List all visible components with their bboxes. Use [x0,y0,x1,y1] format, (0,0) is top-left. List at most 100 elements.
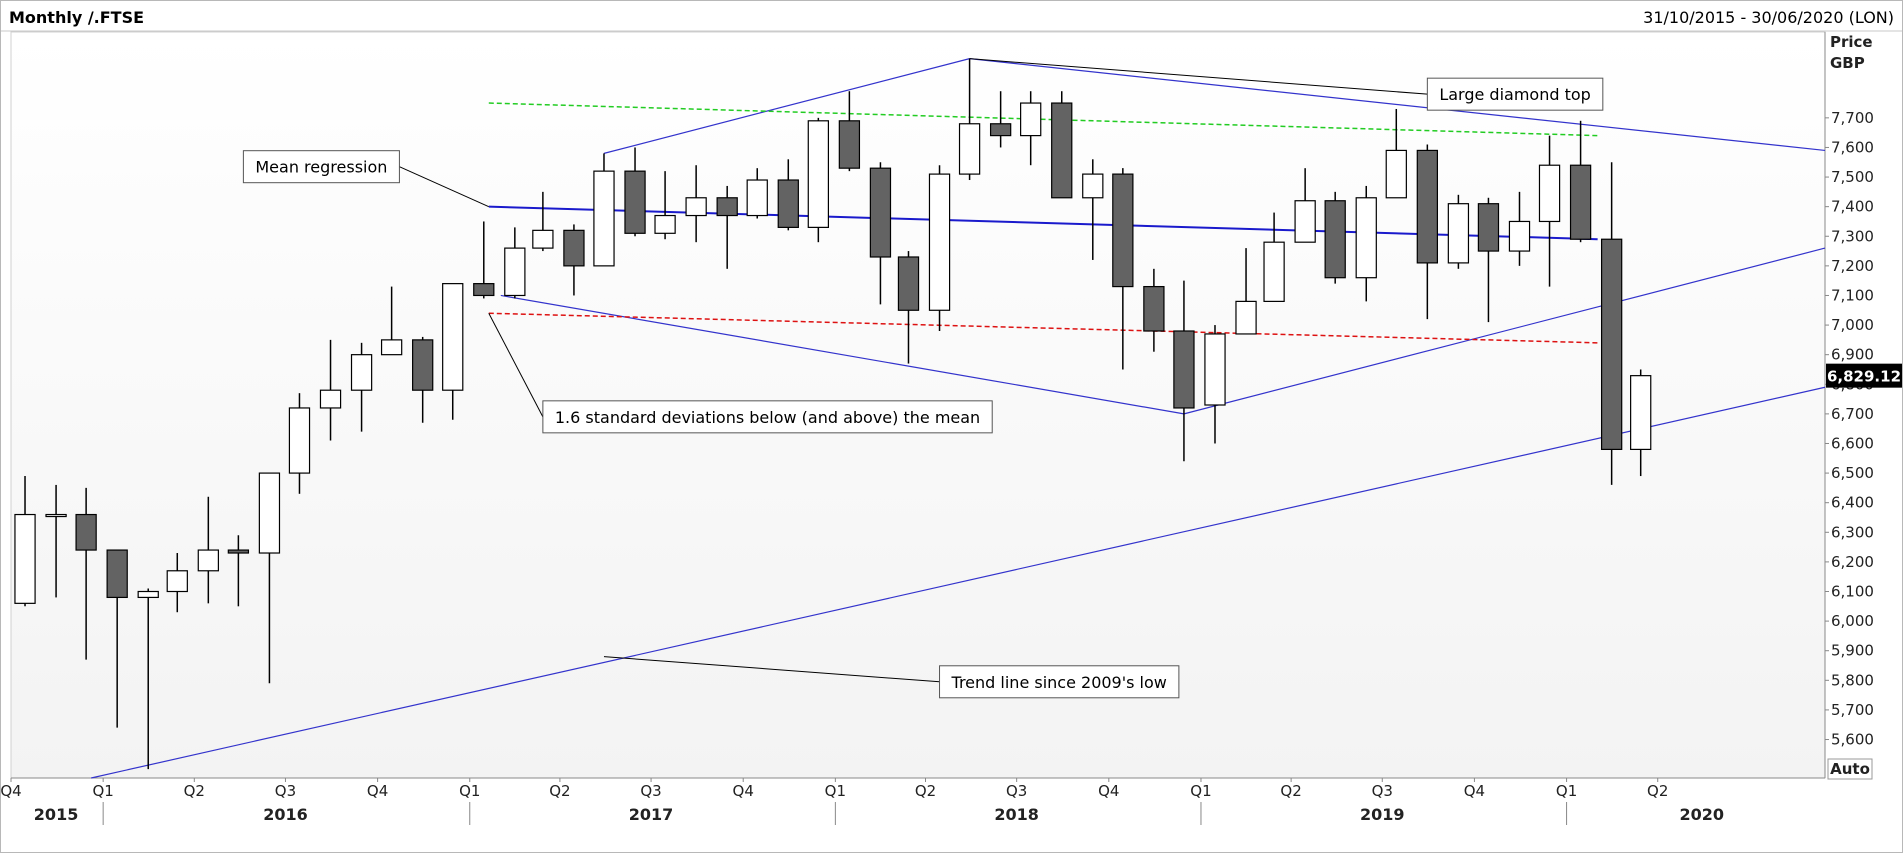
quarter-tick-label: Q4 [1098,782,1119,800]
price-tick-label: 7,300 [1831,227,1874,245]
candle-body [258,472,281,554]
candle [504,227,526,299]
candle [227,535,250,607]
annotations: Mean regression 1.6 standard deviations b… [242,58,1604,699]
quarter-tick-label: Q3 [1006,782,1027,800]
candle-body [807,120,829,228]
candle-body [1477,203,1500,252]
candle [1385,108,1407,199]
candle-body [412,339,434,391]
price-tick-label: 6,000 [1831,612,1874,630]
annotation-box [939,665,1180,699]
candle [1508,191,1531,266]
candle [807,117,829,243]
candle [1600,162,1623,485]
candle-body [958,123,981,175]
quarter-tick-label: Q1 [1190,782,1211,800]
candle [624,147,646,237]
candle-body [288,407,311,474]
candle-body [1143,285,1165,332]
candle [1020,91,1042,166]
candle [1477,197,1500,323]
price-tick-label: 6,100 [1831,583,1874,601]
candle-body [838,120,861,169]
candle [532,191,554,252]
annotation-box [542,400,993,434]
candle [716,185,738,269]
candle [1173,280,1195,462]
price-axis-title: Price [1830,33,1873,51]
candle-body [442,283,464,391]
price-tick-label: 6,300 [1831,523,1874,541]
price-axis-ticks: 5,600 5,700 5,800 5,900 6,000 6,100 6,200 6,300… [1825,109,1874,749]
quarter-tick-label: Q2 [915,782,936,800]
candle [197,496,219,604]
candle-body [473,283,495,297]
candle [258,472,281,684]
price-tick-label: 7,400 [1831,198,1874,216]
auto-scale-button[interactable] [1827,758,1873,780]
candle [928,165,951,331]
lower-std-dev-line [488,312,1598,344]
annotation-text: 1.6 standard deviations below (and above… [555,408,980,427]
last-price-tag: 6,829.12 [1826,363,1902,388]
candle-body [1082,173,1104,199]
quarter-tick-label: Q2 [1280,782,1301,800]
price-tick-label: 6,600 [1831,434,1874,452]
quarter-tick-label: Q1 [825,782,846,800]
price-tick-label: 6,700 [1831,405,1874,423]
candle-body [350,354,373,391]
annotation-leader [488,312,544,418]
annotation-text: Trend line since 2009's low [951,673,1167,692]
candle [350,342,373,432]
candle-body [14,513,36,604]
candle [288,393,311,494]
candle [685,165,707,243]
annotation-box [242,150,400,184]
candle-body [746,179,768,217]
candle [1569,120,1592,243]
candle [563,224,585,296]
quarter-tick-label: Q4 [733,782,754,800]
annotation-text: Mean regression [255,158,387,177]
quarter-tick-label: Q4 [1,782,22,800]
price-tick-label: 5,700 [1831,701,1874,719]
price-tick-label: 7,000 [1831,316,1874,334]
diamond-lower-right [1183,247,1826,415]
candle-body [1173,330,1195,409]
candle-body [1508,220,1531,252]
trend-line-2009 [91,386,1826,779]
candle-body [106,549,128,599]
candle-body [1538,164,1561,223]
candle-body [1020,102,1042,137]
candle-body [45,513,67,518]
candle [746,168,768,219]
header-bar [1,1,1902,31]
diamond-lower-left [500,294,1185,415]
candle [897,251,920,364]
chart-title: Monthly /.FTSE [9,8,144,27]
candle [106,549,128,728]
annotation-diamond-top: Large diamond top [969,58,1604,111]
candle-body [380,339,403,356]
candle [1263,212,1285,302]
candle-body [1324,200,1346,279]
candle-body [869,167,892,258]
annotation-trend-line: Trend line since 2009's low [603,656,1180,699]
candle-body [1112,173,1134,288]
candle-body [1600,238,1623,451]
price-tick-label: 6,900 [1831,346,1874,364]
quarter-tick-label: Q4 [1464,782,1485,800]
candle-body [166,570,188,593]
candle-body [1569,164,1592,240]
candle [654,171,676,240]
price-tick-label: 5,800 [1831,671,1874,689]
price-tick-label: 5,600 [1831,731,1874,749]
upper-std-dev-line [488,102,1598,137]
quarter-tick-label: Q3 [1372,782,1393,800]
candle-body [989,123,1012,137]
candle-body [1416,149,1439,264]
candle [1630,369,1652,477]
